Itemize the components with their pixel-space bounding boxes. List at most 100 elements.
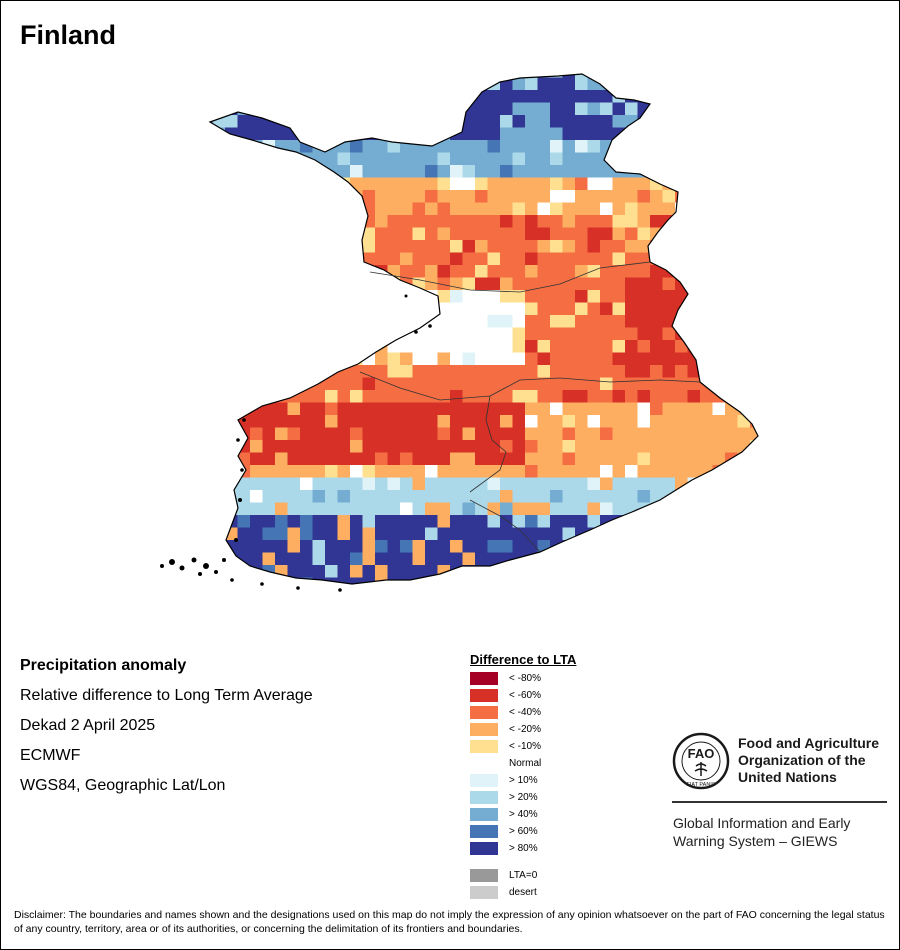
grid-cell [175,390,188,403]
grid-cell [712,115,726,128]
grid-cell [287,452,301,466]
grid-cell [225,590,238,603]
grid-cell [250,552,263,566]
grid-cell [425,74,438,78]
grid-cell [600,315,613,328]
grid-cell [562,327,576,341]
grid-cell [763,103,776,116]
grid-cell [763,553,776,566]
grid-cell [325,415,338,428]
grid-cell [325,477,338,491]
grid-cell [675,577,688,584]
grid-cell [287,115,301,128]
grid-cell [337,202,351,216]
grid-cell [237,140,251,153]
grid-cell [337,477,351,491]
grid-cell [612,165,626,178]
grid-cell [337,265,351,278]
grid-cell [712,140,726,153]
grid-cell [325,252,338,266]
grid-cell [387,465,401,478]
grid-cell [163,440,176,453]
grid-cell [488,590,501,603]
grid-cell [500,74,513,78]
grid-cell [400,465,413,478]
grid-cell [587,340,601,353]
grid-cell [637,440,651,453]
grid-cell [650,577,663,584]
grid-cell [313,590,326,603]
grid-cell [700,140,713,153]
grid-cell [525,340,538,353]
grid-cell [587,140,601,153]
grid-cell [600,577,613,584]
grid-cell [750,590,763,603]
grid-cell [250,365,263,378]
grid-cell [250,115,263,128]
grid-cell [250,377,263,391]
grid-cell [250,127,263,141]
grid-cell [687,127,701,141]
grid-cell [487,202,501,216]
grid-cell [550,90,563,103]
grid-cell [350,165,363,178]
grid-cell [450,402,463,416]
grid-cell [250,340,263,353]
grid-cell [350,90,363,103]
grid-cell [350,340,363,353]
grid-cell [562,90,576,103]
grid-cell [500,190,513,203]
grid-cell [362,377,376,391]
grid-cell [562,390,576,403]
grid-cell [712,290,726,303]
grid-cell [562,340,576,353]
grid-cell [362,302,376,316]
grid-cell [687,427,701,441]
grid-cell [600,377,613,391]
grid-cell [725,365,738,378]
grid-cell [712,177,726,191]
grid-cell [163,315,176,328]
grid-cell [650,552,663,566]
grid-cell [312,115,326,128]
grid-cell [462,215,476,228]
grid-cell [337,152,351,166]
grid-cell [337,190,351,203]
grid-cell [512,340,526,353]
grid-cell [687,302,701,316]
grid-cell [275,277,288,291]
grid-cell [500,577,513,584]
grid-cell [350,402,363,416]
grid-cell [687,252,701,266]
grid-cell [210,502,213,516]
grid-cell [763,78,776,91]
grid-cell [350,177,363,191]
grid-cell [750,202,758,216]
grid-cell [462,415,476,428]
grid-cell [312,440,326,453]
grid-cell [650,452,663,466]
grid-cell [437,577,451,584]
grid-cell [712,190,726,203]
grid-cell [563,590,576,603]
grid-cell [575,74,588,78]
grid-cell [400,102,413,116]
grid-cell [725,340,738,353]
grid-cell [725,390,738,403]
grid-cell [387,515,401,528]
grid-cell [612,115,626,128]
grid-cell [262,415,276,428]
grid-cell [525,390,538,403]
grid-cell [450,77,463,91]
grid-cell [250,165,263,178]
grid-cell [650,490,663,503]
grid-cell [275,340,288,353]
grid-cell [287,565,301,578]
grid-cell [387,74,401,78]
grid-cell [487,540,501,553]
grid-cell [175,490,188,503]
grid-cell [462,315,476,328]
grid-cell [387,490,401,503]
grid-cell [163,478,176,491]
grid-cell [362,290,376,303]
